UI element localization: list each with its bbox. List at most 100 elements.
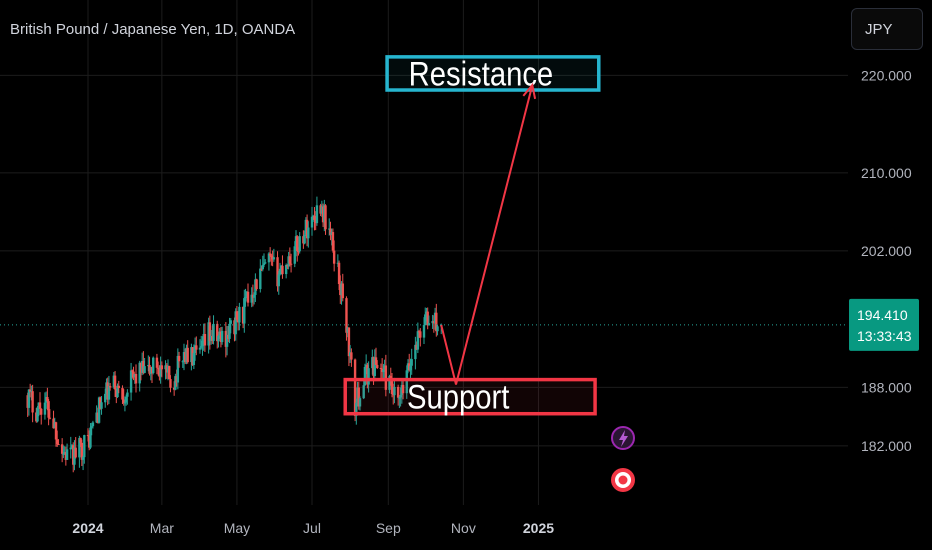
candle-body bbox=[228, 323, 231, 339]
candle-body bbox=[276, 257, 279, 287]
candle-body bbox=[400, 384, 404, 395]
flash-icon[interactable] bbox=[611, 426, 635, 450]
candle-body bbox=[104, 393, 107, 403]
candle-body bbox=[376, 364, 379, 368]
candle-body bbox=[324, 205, 327, 230]
candle-body bbox=[152, 357, 155, 374]
candle-body bbox=[91, 422, 95, 427]
candle-body bbox=[47, 401, 50, 418]
candle-body bbox=[69, 447, 72, 450]
record-icon[interactable] bbox=[611, 468, 635, 492]
candle-body bbox=[350, 352, 353, 360]
candle-body bbox=[432, 321, 436, 324]
candle-body bbox=[105, 382, 108, 394]
candle-body bbox=[357, 387, 360, 407]
candle-body bbox=[238, 306, 241, 323]
candle-body bbox=[217, 335, 220, 342]
candle-body bbox=[165, 365, 168, 373]
candle-body bbox=[74, 447, 77, 458]
candle-body bbox=[281, 265, 284, 275]
candle-body bbox=[410, 359, 413, 366]
candle-body bbox=[70, 445, 74, 448]
candle-body bbox=[328, 228, 331, 230]
candle-body bbox=[36, 407, 39, 422]
candle-body bbox=[390, 381, 394, 395]
candle-body bbox=[355, 402, 358, 416]
support-zone bbox=[343, 377, 597, 416]
candle-body bbox=[208, 322, 212, 341]
candle-body bbox=[260, 268, 263, 270]
candle-body bbox=[356, 387, 359, 403]
candle-body bbox=[408, 363, 411, 371]
time-tick-label: Nov bbox=[451, 520, 476, 536]
candle-body bbox=[298, 236, 301, 252]
candle-body bbox=[193, 345, 197, 353]
candle-body bbox=[83, 435, 86, 458]
candle-body bbox=[245, 291, 248, 297]
candle-body bbox=[297, 250, 300, 252]
candle-body bbox=[133, 373, 136, 378]
candle-body bbox=[62, 453, 65, 455]
candle-body bbox=[216, 323, 219, 342]
candle-body bbox=[112, 375, 116, 388]
candle-body bbox=[235, 311, 239, 320]
time-tick-label: 2025 bbox=[523, 520, 554, 536]
candle-body bbox=[121, 388, 124, 400]
candle-body bbox=[330, 232, 333, 235]
candle-body bbox=[384, 365, 388, 390]
candle-body bbox=[294, 236, 298, 247]
candle-body bbox=[409, 365, 412, 371]
candle-body bbox=[367, 368, 370, 385]
candle-body bbox=[56, 439, 59, 445]
candle-body bbox=[158, 367, 161, 377]
candle-body bbox=[106, 382, 109, 400]
candle-body bbox=[90, 426, 93, 428]
candle-body bbox=[373, 357, 376, 377]
candle-body bbox=[113, 375, 117, 390]
candle-body bbox=[177, 355, 181, 362]
candle-body bbox=[116, 385, 119, 398]
arrow-head bbox=[522, 82, 537, 100]
candle-body bbox=[97, 397, 101, 423]
currency-button[interactable]: JPY bbox=[851, 8, 923, 50]
candle-body bbox=[270, 255, 273, 257]
time-tick-label: Sep bbox=[376, 520, 401, 536]
candle-body bbox=[280, 265, 283, 269]
candle-body bbox=[191, 347, 194, 366]
candle-body bbox=[207, 322, 210, 346]
candle-body bbox=[201, 340, 204, 347]
price-axis[interactable]: 220.000 210.000 202.000 188.000 182.000 bbox=[861, 67, 912, 454]
candle-body bbox=[89, 427, 92, 448]
candle-body bbox=[425, 311, 428, 315]
candle-body bbox=[362, 385, 365, 399]
candle-body bbox=[415, 344, 418, 350]
candle-body bbox=[182, 352, 186, 362]
time-tick-label: 2024 bbox=[72, 520, 103, 536]
candle-body bbox=[147, 365, 150, 367]
candle-body bbox=[28, 389, 32, 392]
candle-body bbox=[278, 268, 282, 275]
candle-body bbox=[243, 298, 246, 324]
candle-body bbox=[271, 256, 274, 260]
price-badge: 194.410 13:33:43 bbox=[849, 298, 919, 351]
time-axis[interactable]: 2024 Mar May Jul Sep Nov 2025 bbox=[72, 520, 554, 536]
projection-arrow bbox=[440, 84, 534, 385]
candle-body bbox=[336, 262, 340, 264]
candle-body bbox=[371, 357, 374, 369]
annotations[interactable]: Resistance Support bbox=[343, 54, 601, 417]
candle-body bbox=[315, 205, 319, 224]
candle-body bbox=[176, 355, 180, 383]
candle-body bbox=[181, 361, 184, 363]
candle-body bbox=[323, 205, 326, 223]
candle-body bbox=[159, 365, 162, 377]
candle-body bbox=[134, 373, 138, 384]
support-label: Support bbox=[407, 378, 510, 417]
candle-body bbox=[63, 452, 66, 454]
candle-body bbox=[419, 331, 422, 338]
candle-body bbox=[219, 331, 223, 343]
candle-body bbox=[40, 408, 43, 415]
candle-body bbox=[202, 334, 205, 341]
candle-body bbox=[225, 334, 229, 347]
candle-body bbox=[416, 331, 420, 350]
